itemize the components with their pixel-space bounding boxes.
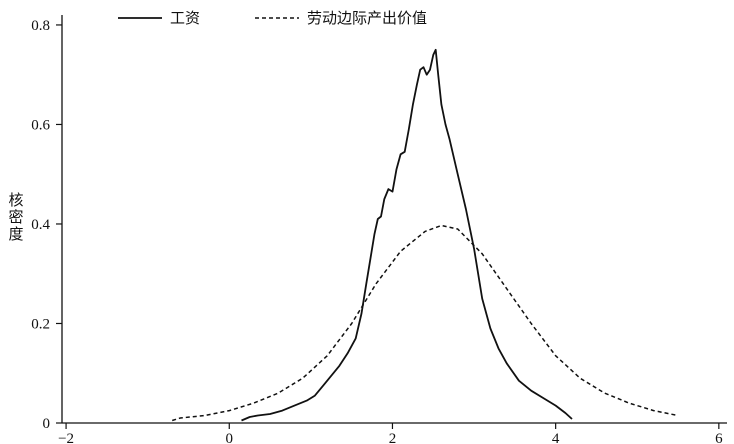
series-line-solid [241, 48, 573, 422]
plot-area [171, 48, 679, 422]
y-axis-label-char: 核 [8, 192, 23, 209]
y-tick-label: 0.8 [31, 18, 50, 34]
y-tick-label: 0 [43, 416, 51, 432]
y-tick-label: 0.4 [31, 217, 50, 233]
axes: −2 0 2 4 6 0 0.2 0.4 0.6 0.8 [31, 15, 727, 444]
x-tick-label: 4 [552, 431, 560, 444]
legend: 工资 劳动边际产出价值 [118, 10, 427, 27]
y-tick-label: 0.6 [31, 117, 50, 133]
y-axis-label-char: 度 [8, 226, 23, 243]
y-tick-label: 0.2 [31, 316, 50, 332]
x-tick-label: 2 [389, 431, 397, 444]
x-tick-label: 0 [226, 431, 234, 444]
x-tick-label: 6 [715, 431, 723, 444]
y-axis-label: 核密度 [8, 192, 23, 243]
legend-label: 劳动边际产出价值 [307, 10, 427, 27]
x-tick-label: −2 [58, 431, 74, 444]
series-line-dashed [171, 224, 679, 422]
y-axis-label-char: 密 [8, 209, 23, 226]
legend-label: 工资 [170, 10, 200, 27]
